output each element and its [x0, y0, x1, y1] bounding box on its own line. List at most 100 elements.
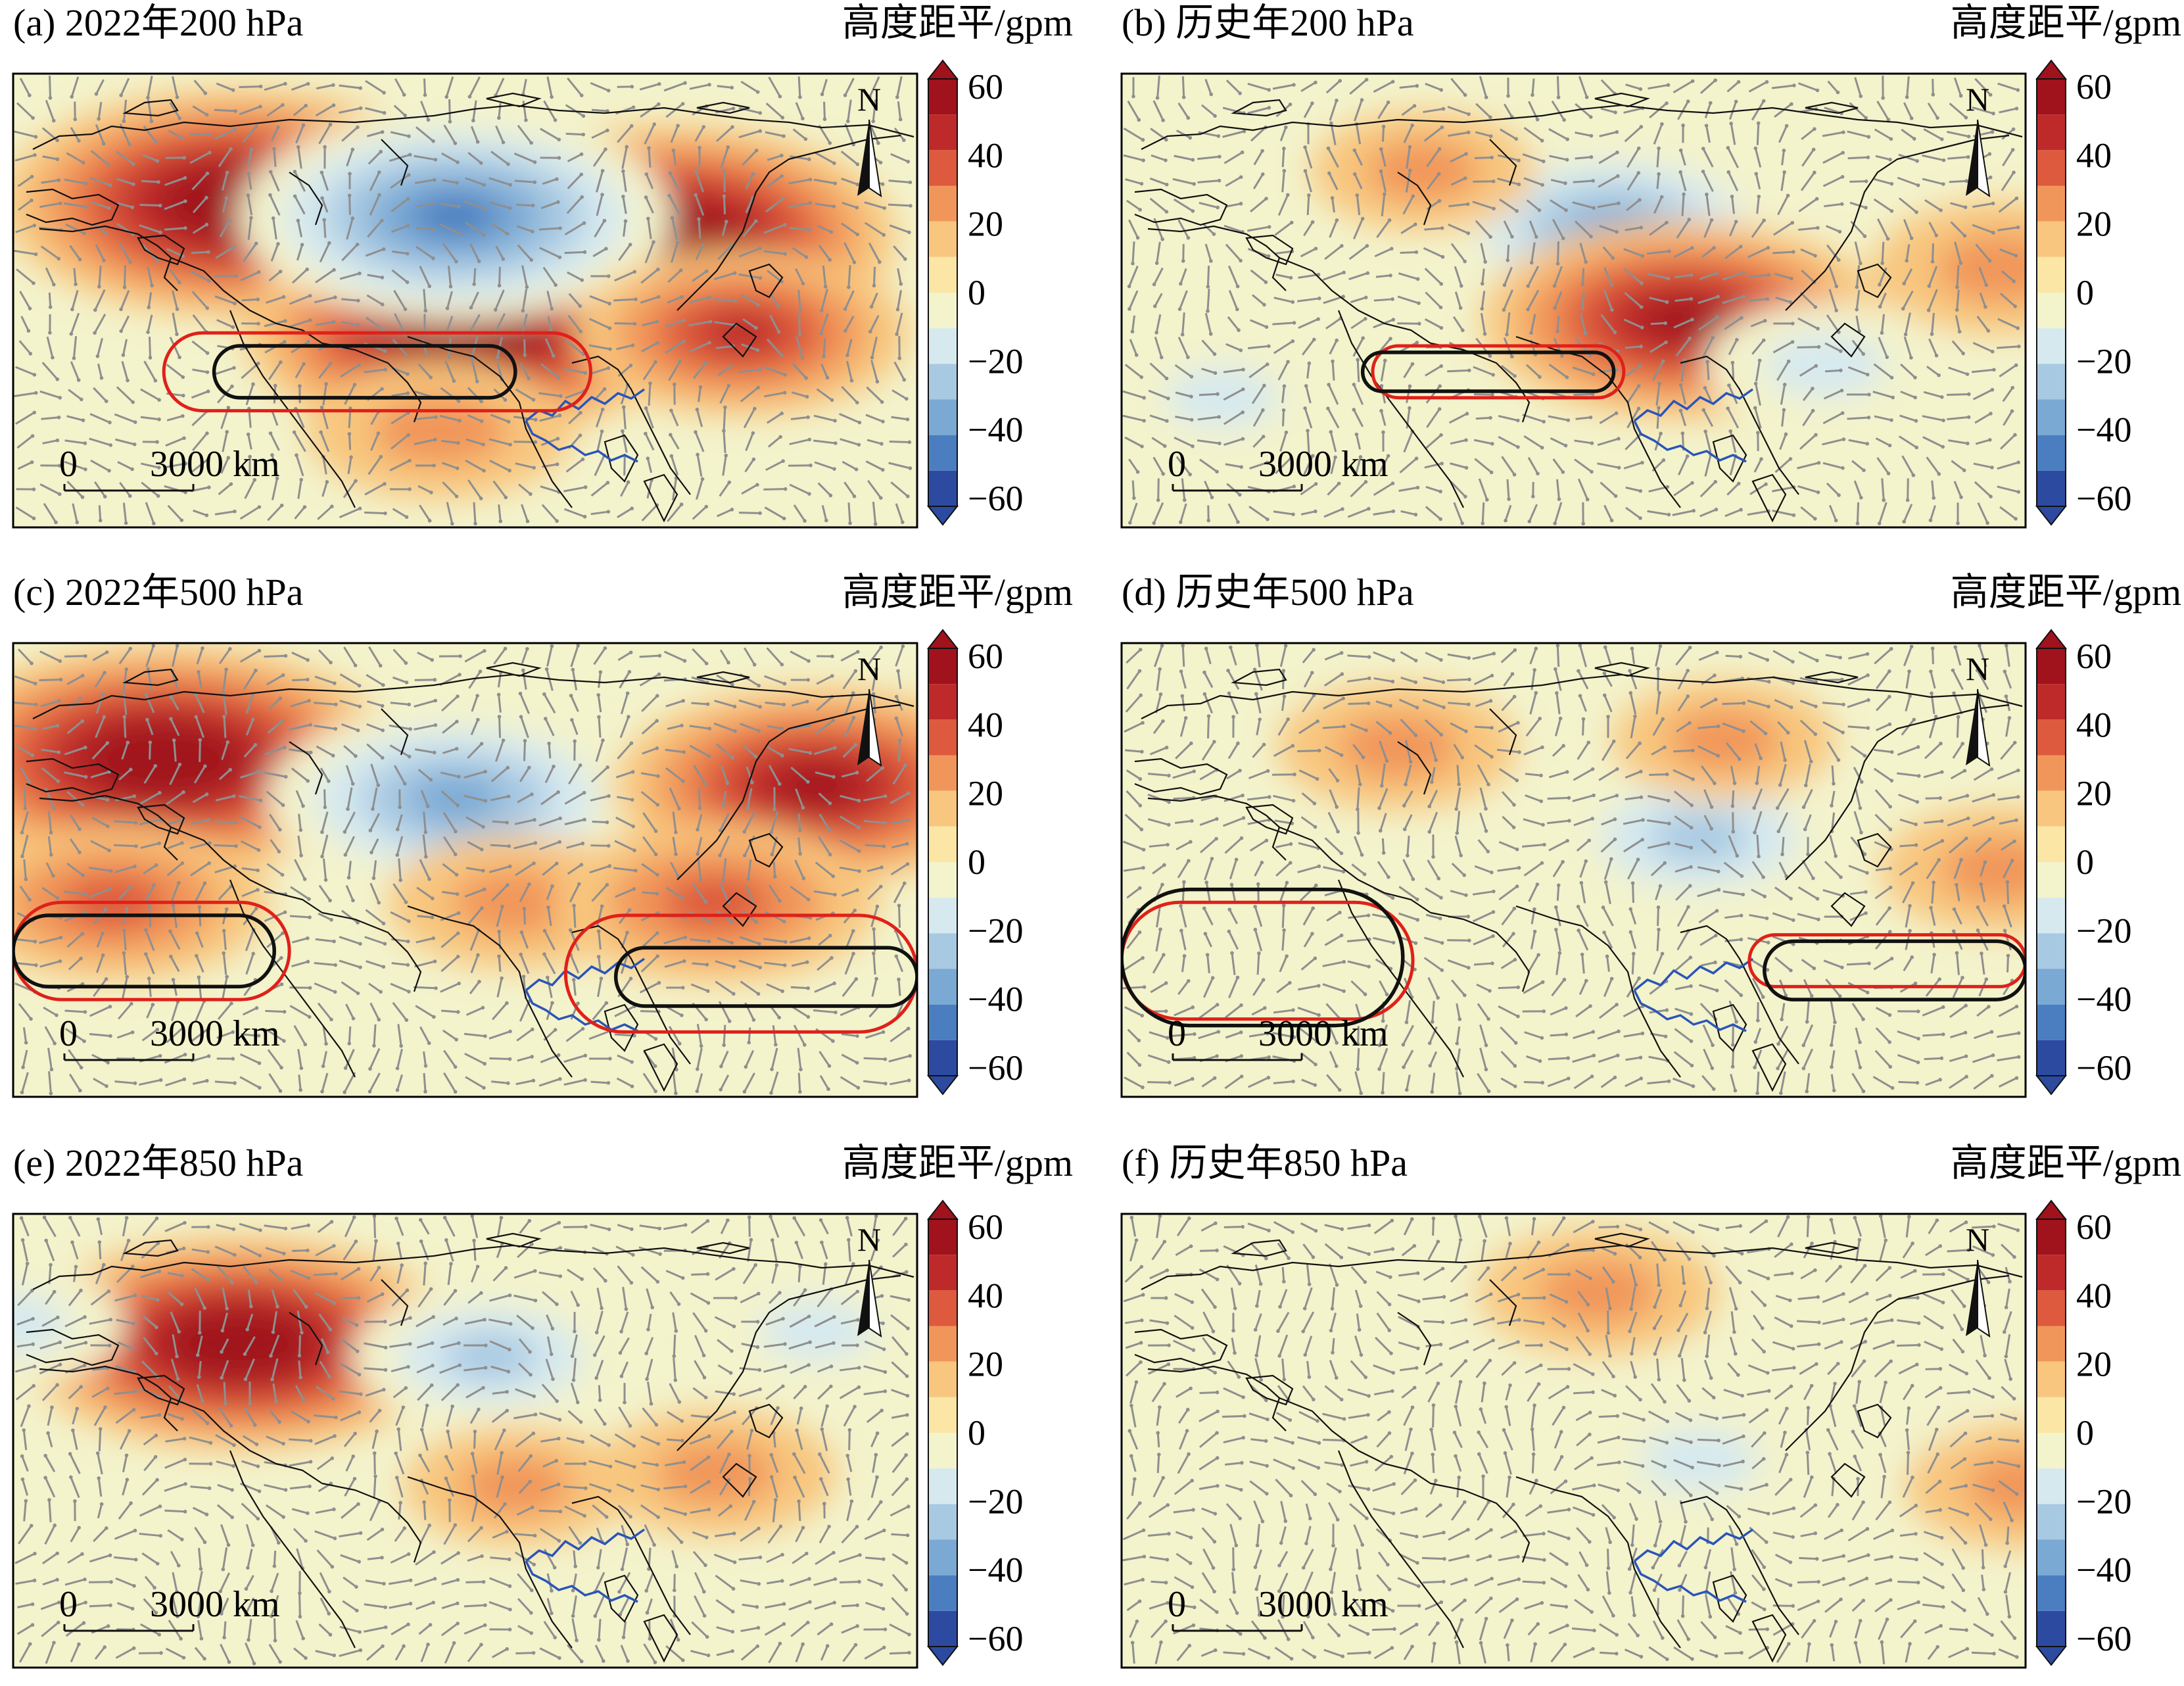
wind-arrow	[1898, 153, 1918, 162]
wind-arrow-head	[1934, 353, 1939, 358]
wind-arrow	[1956, 717, 1960, 738]
wind-arrow	[1924, 820, 1942, 824]
wind-arrow	[1373, 510, 1394, 516]
wind-arrow-head	[501, 257, 506, 261]
wind-arrow-head	[833, 892, 837, 897]
wind-arrow-head	[1292, 321, 1296, 325]
wind-arrow	[766, 983, 783, 992]
wind-arrow-head	[508, 1057, 512, 1061]
wind-arrow-head	[1864, 116, 1868, 120]
wind-arrow	[1425, 486, 1441, 493]
wind-arrow-head	[55, 896, 60, 900]
wind-arrow-head	[1364, 295, 1368, 300]
wind-arrow	[748, 1027, 751, 1043]
wind-arrow	[648, 383, 652, 406]
wind-arrow	[1926, 366, 1939, 376]
wind-arrow-head	[1665, 300, 1669, 304]
wind-arrow	[1922, 415, 1944, 422]
wind-arrow	[644, 433, 655, 451]
wind-arrow	[1149, 844, 1168, 848]
wind-arrow	[1979, 292, 1987, 308]
wind-arrow-head	[377, 1017, 381, 1022]
wind-arrow-head	[707, 341, 711, 345]
wind-arrow	[640, 296, 659, 304]
wind-arrow-head	[769, 830, 774, 834]
wind-arrow-head	[1705, 360, 1709, 364]
wind-arrow-head	[633, 869, 638, 873]
wind-arrow-head	[1712, 246, 1716, 250]
wind-arrow	[768, 76, 781, 97]
wind-arrow	[1548, 840, 1568, 852]
wind-arrow	[440, 955, 459, 973]
wind-arrow-head	[168, 929, 172, 933]
wind-arrow	[1728, 385, 1738, 404]
wind-arrow-head	[901, 520, 905, 524]
wind-arrow	[245, 953, 254, 975]
wind-arrow	[414, 155, 436, 161]
wind-arrow-head	[1303, 169, 1308, 173]
wind-arrow	[294, 859, 306, 880]
wind-arrow-head	[780, 197, 785, 201]
wind-arrow-head	[479, 419, 484, 423]
wind-arrow-head	[81, 160, 85, 165]
wind-arrow	[1452, 316, 1464, 331]
wind-arrow	[1499, 128, 1517, 140]
wind-arrow	[1277, 719, 1289, 736]
wind-arrow-head	[532, 861, 536, 865]
wind-arrow-head	[1553, 667, 1557, 671]
wind-arrow-head	[1792, 513, 1796, 518]
wind-arrow	[1625, 486, 1641, 493]
wind-arrow-head	[1408, 145, 1412, 149]
wind-arrow-head	[757, 367, 762, 372]
wind-arrow-head	[1414, 456, 1419, 461]
wind-arrow	[1128, 290, 1139, 310]
wind-arrow-head	[1239, 465, 1243, 469]
wind-arrow	[1932, 243, 1934, 262]
wind-arrow-head	[432, 178, 437, 182]
wind-arrow	[1450, 78, 1466, 96]
wind-arrow-head	[80, 932, 85, 936]
wind-arrow-head	[106, 824, 110, 829]
wind-arrow-head	[1152, 521, 1156, 525]
wind-arrow	[192, 105, 208, 116]
wind-arrow-head	[1317, 297, 1321, 301]
colorbar-swatch	[928, 719, 957, 756]
wind-arrow	[523, 740, 527, 761]
wind-arrow-head	[908, 1053, 912, 1058]
wind-arrow	[373, 1024, 377, 1046]
jet-contour-red	[563, 913, 917, 1034]
wind-arrow-head	[700, 477, 705, 481]
wind-arrow-head	[354, 479, 358, 483]
wind-arrow-head	[1567, 796, 1571, 800]
wind-arrow	[1297, 865, 1319, 874]
wind-arrow-head	[273, 383, 277, 388]
wind-arrow-head	[1459, 854, 1463, 857]
wind-arrow-head	[556, 790, 560, 794]
colorbar-unit-label: 高度距平/gpm	[842, 1, 1073, 44]
wind-arrow-head	[158, 203, 162, 208]
wind-arrow	[344, 384, 356, 405]
wind-arrow-head	[1639, 226, 1644, 229]
wind-arrow	[1948, 439, 1968, 445]
wind-arrow	[692, 362, 707, 379]
wind-arrow	[564, 222, 585, 236]
wind-arrow-head	[1206, 309, 1210, 313]
wind-arrow-head	[1841, 151, 1845, 155]
wind-arrow-head	[30, 174, 34, 179]
wind-arrow-head	[807, 437, 812, 442]
wind-arrow	[123, 717, 127, 738]
wind-arrow	[1725, 742, 1741, 760]
wind-arrow	[1424, 268, 1442, 285]
wind-arrow-head	[1239, 201, 1243, 206]
wind-arrow	[314, 961, 336, 967]
wind-arrow-head	[632, 270, 637, 274]
wind-arrow-head	[1132, 496, 1136, 500]
wind-arrow	[738, 247, 761, 258]
wind-arrow	[1349, 79, 1367, 95]
wind-arrow-head	[30, 460, 34, 464]
wind-arrow-head	[730, 85, 734, 90]
wind-arrow-head	[1238, 91, 1242, 95]
wind-arrow-head	[1537, 208, 1542, 212]
wind-arrow-head	[758, 110, 763, 115]
wind-arrow-head	[1330, 196, 1335, 200]
